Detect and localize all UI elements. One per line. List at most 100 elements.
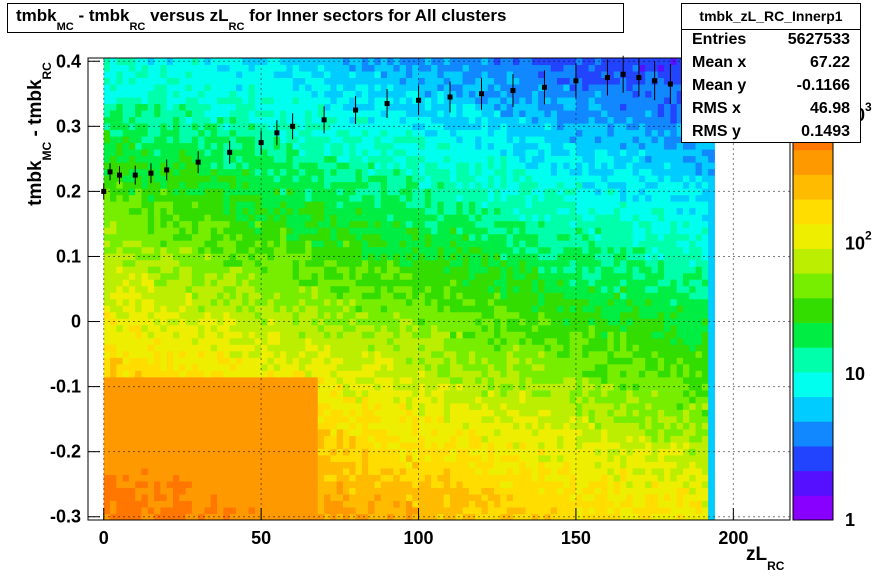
heatmap-cell	[273, 175, 281, 183]
heatmap-cell	[368, 350, 375, 358]
heatmap-cell	[261, 97, 268, 105]
heatmap-cell	[210, 77, 218, 85]
heatmap-cell	[204, 311, 212, 319]
heatmap-cell	[116, 344, 124, 352]
heatmap-cell	[128, 103, 136, 111]
heatmap-cell	[141, 279, 149, 287]
heatmap-cell	[116, 409, 124, 417]
heatmap-cell	[311, 298, 319, 306]
heatmap-cell	[349, 454, 357, 462]
heatmap-cell	[456, 480, 464, 488]
heatmap-cell	[487, 110, 495, 118]
heatmap-cell	[311, 305, 319, 313]
heatmap-cell	[179, 383, 187, 391]
heatmap-cell	[456, 454, 464, 462]
heatmap-cell	[361, 480, 369, 488]
heatmap-cell	[355, 155, 363, 163]
heatmap-cell	[292, 422, 300, 430]
heatmap-cell	[487, 272, 495, 280]
heatmap-cell	[141, 142, 149, 150]
heatmap-cell	[298, 305, 306, 313]
heatmap-cell	[462, 474, 470, 482]
heatmap-cell	[128, 181, 136, 189]
heatmap-cell	[462, 331, 470, 339]
heatmap-cell	[147, 266, 155, 274]
heatmap-cell	[128, 357, 136, 365]
heatmap-cell	[519, 474, 527, 482]
heatmap-cell	[229, 461, 237, 469]
heatmap-cell	[110, 181, 117, 189]
heatmap-cell	[412, 162, 420, 170]
heatmap-cell	[468, 220, 476, 228]
heatmap-cell	[519, 435, 527, 443]
heatmap-cell	[154, 58, 161, 66]
heatmap-cell	[198, 103, 205, 111]
heatmap-cell	[324, 253, 331, 261]
heatmap-cell	[286, 415, 294, 423]
heatmap-cell	[198, 513, 205, 521]
heatmap-cell	[210, 493, 218, 501]
heatmap-cell	[399, 500, 407, 508]
heatmap-cell	[166, 90, 174, 98]
heatmap-cell	[538, 318, 545, 326]
heatmap-cell	[248, 77, 256, 85]
heatmap-cell	[380, 227, 388, 235]
heatmap-cell	[538, 298, 545, 306]
heatmap-cell	[456, 220, 464, 228]
heatmap-cell	[544, 428, 552, 436]
heatmap-cell	[544, 435, 552, 443]
heatmap-cell	[456, 110, 464, 118]
heatmap-cell	[330, 77, 338, 85]
heatmap-cell	[506, 305, 514, 313]
heatmap-cell	[475, 305, 482, 313]
heatmap-cell	[443, 116, 451, 124]
heatmap-cell	[456, 467, 464, 475]
heatmap-cell	[538, 246, 545, 254]
heatmap-cell	[538, 422, 545, 430]
heatmap-cell	[538, 409, 545, 417]
heatmap-cell	[405, 77, 413, 85]
heatmap-cell	[393, 279, 401, 287]
heatmap-cell	[494, 474, 501, 482]
heatmap-cell	[424, 214, 432, 222]
heatmap-cell	[437, 402, 445, 410]
heatmap-cell	[210, 370, 218, 378]
heatmap-cell	[368, 175, 375, 183]
heatmap-cell	[179, 396, 187, 404]
heatmap-cell	[229, 389, 237, 397]
heatmap-cell	[424, 142, 432, 150]
heatmap-cell	[317, 272, 325, 280]
heatmap-cell	[223, 110, 231, 118]
heatmap-cell	[538, 305, 545, 313]
heatmap-cell	[317, 493, 325, 501]
heatmap-cell	[280, 279, 287, 287]
heatmap-cell	[122, 90, 130, 98]
heatmap-cell	[437, 194, 445, 202]
heatmap-cell	[116, 389, 124, 397]
heatmap-cell	[261, 136, 268, 144]
heatmap-cell	[166, 240, 174, 248]
heatmap-cell	[462, 123, 470, 131]
heatmap-cell	[538, 363, 545, 371]
heatmap-cell	[286, 305, 294, 313]
heatmap-cell	[280, 201, 287, 209]
heatmap-cell	[173, 149, 180, 157]
heatmap-cell	[500, 136, 508, 144]
heatmap-cell	[336, 214, 344, 222]
heatmap-cell	[173, 220, 180, 228]
heatmap-cell	[519, 376, 527, 384]
heatmap-cell	[305, 454, 313, 462]
heatmap-cell	[185, 162, 193, 170]
heatmap-cell	[267, 175, 275, 183]
heatmap-cell	[135, 155, 143, 163]
heatmap-cell	[154, 422, 161, 430]
heatmap-cell	[154, 233, 161, 241]
heatmap-cell	[305, 298, 313, 306]
heatmap-cell	[361, 357, 369, 365]
heatmap-cell	[418, 513, 426, 521]
heatmap-cell	[330, 259, 338, 267]
heatmap-cell	[191, 513, 199, 521]
heatmap-cell	[424, 201, 432, 209]
heatmap-cell	[525, 487, 533, 495]
heatmap-cell	[374, 415, 382, 423]
